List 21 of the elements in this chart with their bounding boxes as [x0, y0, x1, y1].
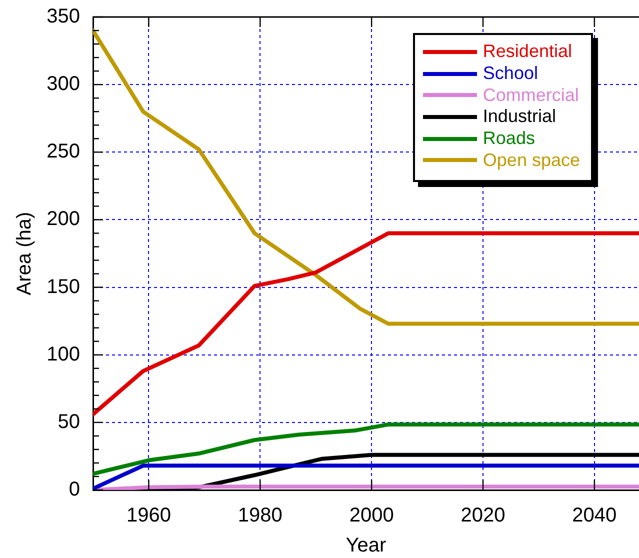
y-tick-label: 350: [46, 6, 80, 28]
x-tick-label: 1980: [238, 504, 282, 527]
x-tick-label: 2040: [572, 504, 617, 527]
y-axis-title: Area (ha): [14, 212, 36, 296]
legend-label: Roads: [482, 128, 535, 150]
x-tick-label: 2000: [349, 504, 394, 527]
y-tick-label: 0: [68, 478, 80, 501]
y-tick-label: 200: [46, 208, 80, 230]
x-tick-label: 1960: [126, 504, 171, 527]
legend-label: Residential: [482, 41, 572, 62]
y-tick-label: 300: [46, 73, 80, 96]
y-tick-label: 50: [58, 410, 80, 433]
legend-label: Industrial: [482, 106, 556, 128]
x-axis-title: Year: [346, 534, 387, 557]
x-tick-label: 2020: [460, 504, 506, 527]
legend-label: Open space: [482, 150, 580, 171]
y-tick-label: 150: [46, 276, 80, 298]
y-tick-label: 250: [46, 140, 80, 163]
legend-label: School: [482, 63, 538, 84]
y-tick-label: 100: [46, 343, 80, 366]
legend-label: Commercial: [482, 84, 579, 106]
